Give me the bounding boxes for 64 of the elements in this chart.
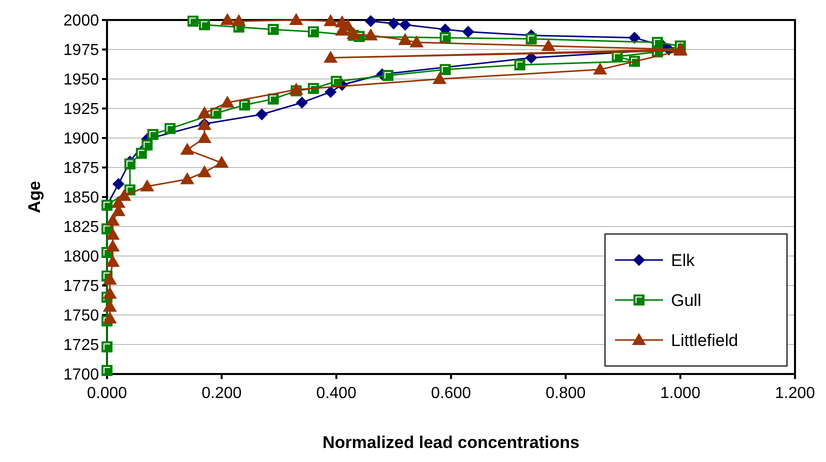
- x-tick-label: 1.200: [774, 385, 816, 402]
- y-tick-label: 1975: [63, 42, 100, 60]
- point: [197, 131, 212, 143]
- y-tick-label: 1750: [63, 308, 100, 325]
- point: [346, 27, 361, 40]
- point: [140, 179, 154, 192]
- point: [289, 82, 304, 95]
- x-tick-label: 0.200: [202, 385, 242, 402]
- point: [256, 108, 268, 120]
- y-tick-label: 2000: [63, 12, 100, 30]
- point: [462, 26, 474, 38]
- point: [106, 228, 120, 240]
- point: [541, 38, 556, 51]
- point: [324, 86, 337, 98]
- y-tick-label: 1800: [63, 248, 100, 266]
- point: [364, 28, 378, 40]
- point: [197, 165, 212, 178]
- x-axis-title: Normalized lead concentrations: [322, 433, 580, 452]
- point: [525, 52, 538, 64]
- point: [102, 272, 117, 285]
- point: [324, 14, 338, 26]
- y-tick-label: 1725: [63, 337, 100, 354]
- point: [106, 214, 120, 226]
- point: [102, 286, 117, 299]
- y-tick-label: 1900: [63, 130, 100, 148]
- legend-label: Elk: [671, 250, 696, 270]
- point: [180, 142, 194, 155]
- point: [106, 254, 120, 267]
- point: [364, 15, 377, 28]
- legend-label: Gull: [671, 290, 702, 310]
- point: [102, 300, 117, 312]
- point: [324, 50, 338, 63]
- y-tick-label: 1700: [63, 366, 100, 384]
- x-tick-label: 0.400: [316, 385, 356, 402]
- point: [220, 13, 234, 25]
- point: [214, 156, 229, 168]
- point: [180, 172, 194, 184]
- x-tick-label: 0.000: [86, 385, 128, 402]
- y-tick-label: 1775: [63, 278, 100, 296]
- legend-label: Littlefield: [671, 330, 738, 350]
- point: [398, 33, 412, 46]
- point: [388, 18, 400, 30]
- point: [197, 106, 212, 118]
- y-tick-label: 1850: [63, 190, 100, 207]
- point: [628, 32, 640, 44]
- point: [399, 18, 412, 31]
- y-tick-label: 1950: [63, 72, 100, 89]
- x-tick-label: 1.000: [660, 385, 700, 402]
- point: [112, 178, 124, 190]
- y-tick-label: 1875: [63, 160, 100, 178]
- point: [432, 72, 447, 84]
- point: [106, 240, 120, 252]
- y-tick-label: 1825: [63, 219, 100, 236]
- point: [289, 13, 304, 25]
- point: [296, 96, 308, 109]
- y-axis-title: Age: [25, 180, 44, 214]
- x-tick-label: 0.600: [430, 385, 472, 402]
- point: [410, 35, 424, 48]
- x-tick-label: 0.800: [546, 385, 586, 402]
- point: [102, 312, 117, 324]
- point: [232, 14, 246, 26]
- y-tick-label: 1925: [63, 101, 100, 118]
- point: [220, 96, 234, 108]
- point: [593, 62, 608, 75]
